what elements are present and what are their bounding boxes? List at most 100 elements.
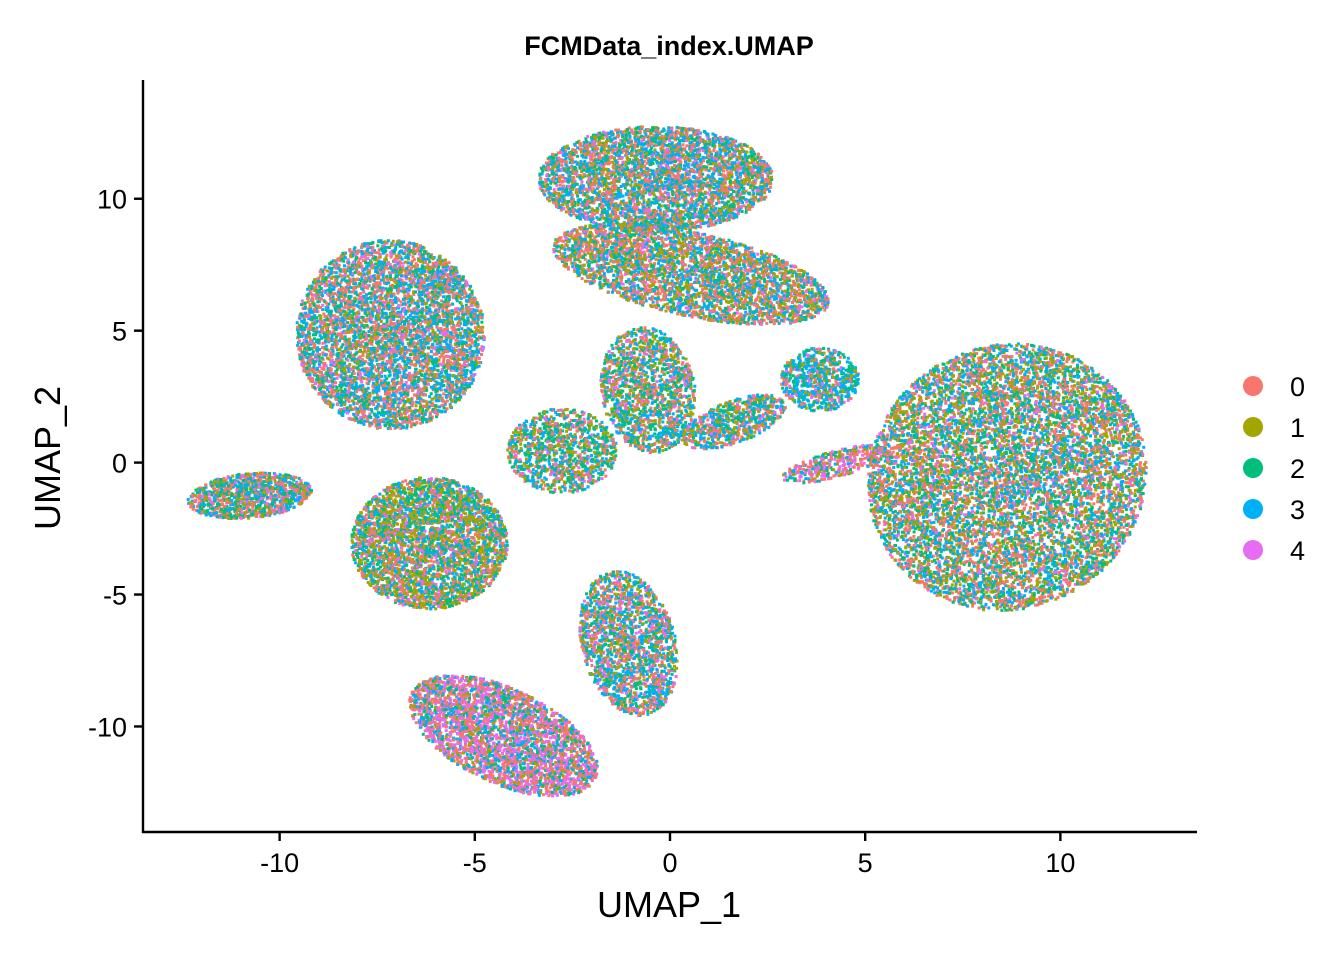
point	[424, 386, 427, 389]
point	[445, 369, 448, 372]
point	[313, 386, 316, 389]
point	[359, 292, 362, 295]
point	[382, 289, 385, 292]
point	[473, 331, 476, 334]
point	[474, 303, 477, 306]
point	[342, 319, 345, 322]
point	[382, 270, 385, 273]
point	[343, 411, 346, 414]
point	[359, 258, 362, 261]
point	[456, 367, 459, 370]
point	[415, 373, 418, 376]
point	[334, 339, 337, 342]
point	[359, 345, 362, 348]
point	[443, 376, 446, 379]
point	[354, 282, 357, 285]
point	[470, 382, 473, 385]
point	[412, 353, 415, 356]
point	[455, 269, 458, 272]
point	[447, 359, 450, 362]
point	[474, 357, 477, 360]
point	[401, 265, 404, 268]
point	[411, 402, 414, 405]
point	[324, 284, 327, 287]
point	[426, 380, 429, 383]
point	[328, 349, 331, 352]
point	[415, 269, 418, 272]
point	[427, 321, 430, 324]
point	[424, 261, 427, 264]
point	[440, 382, 443, 385]
point	[366, 284, 369, 287]
point	[404, 249, 407, 252]
point	[318, 380, 321, 383]
point	[423, 285, 426, 288]
point	[443, 303, 446, 306]
point	[439, 376, 442, 379]
point	[376, 244, 379, 247]
point	[316, 346, 319, 349]
point	[444, 389, 447, 392]
point	[441, 309, 444, 312]
point	[360, 245, 363, 248]
point	[410, 338, 413, 341]
point	[384, 375, 387, 378]
point	[427, 362, 430, 365]
point	[437, 277, 440, 280]
point	[301, 360, 304, 363]
point	[367, 307, 370, 310]
point	[422, 359, 425, 362]
point	[451, 303, 454, 306]
point	[437, 351, 440, 354]
point	[404, 348, 407, 351]
point	[344, 306, 347, 309]
point	[480, 353, 483, 356]
point	[466, 385, 469, 388]
point	[430, 392, 433, 395]
point	[324, 377, 327, 380]
point	[352, 313, 355, 316]
point	[369, 301, 372, 304]
point	[376, 347, 379, 350]
point	[309, 327, 312, 330]
point	[344, 373, 347, 376]
point	[456, 345, 459, 348]
point	[413, 394, 416, 397]
point	[471, 291, 474, 294]
point	[446, 296, 449, 299]
point	[393, 312, 396, 315]
point	[324, 354, 327, 357]
point	[418, 268, 421, 271]
point	[389, 419, 392, 422]
point	[331, 380, 334, 383]
point	[375, 388, 378, 391]
point	[315, 328, 318, 331]
point	[355, 352, 358, 355]
point	[447, 381, 450, 384]
point	[388, 336, 391, 339]
point	[457, 313, 460, 316]
point	[301, 335, 304, 338]
point	[424, 295, 427, 298]
point	[457, 328, 460, 331]
point	[355, 390, 358, 393]
point	[431, 343, 434, 346]
point	[380, 247, 383, 250]
point	[450, 383, 453, 386]
point	[419, 355, 422, 358]
point	[399, 365, 402, 368]
point	[371, 295, 374, 298]
point	[407, 324, 410, 327]
point	[312, 333, 315, 336]
point	[435, 314, 438, 317]
point	[386, 275, 389, 278]
point	[321, 346, 324, 349]
point	[350, 279, 353, 282]
point	[380, 355, 383, 358]
point	[480, 321, 483, 324]
point	[420, 331, 423, 334]
point	[363, 416, 366, 419]
point	[463, 378, 466, 381]
point	[418, 253, 421, 256]
point	[443, 406, 446, 409]
